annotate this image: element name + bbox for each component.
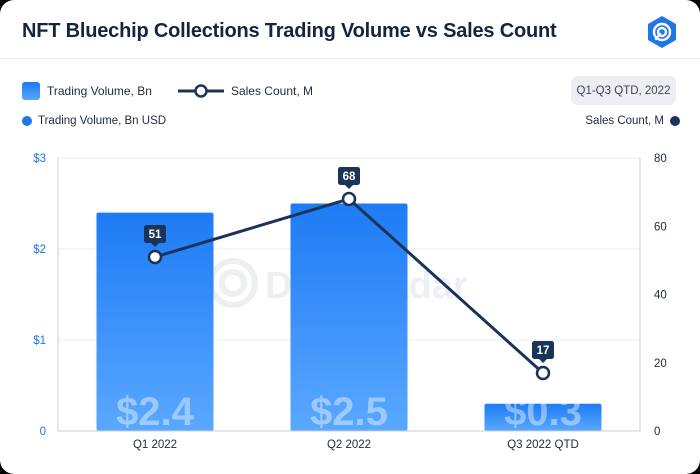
header-divider	[0, 58, 700, 59]
left-axis-dot	[22, 116, 32, 126]
line-point[interactable]	[535, 365, 551, 381]
line-value-badge-pointer	[539, 358, 547, 363]
right-axis-legend-label: Sales Count, M	[585, 115, 664, 127]
line-value-badge	[144, 224, 166, 243]
line-value-badge-pointer	[345, 184, 353, 189]
right-axis-legend: Sales Count, M	[585, 115, 680, 127]
left-axis-legend-label: Trading Volume, Bn USD	[38, 115, 167, 127]
line-value-badge-pointer	[151, 242, 159, 247]
right-axis-tick-label: 80	[654, 153, 667, 165]
left-axis-tick-label: $1	[33, 335, 46, 347]
right-axis-tick-label: 40	[654, 290, 667, 302]
right-axis-dot	[670, 116, 680, 126]
period-selector-button[interactable]: Q1-Q3 QTD, 2022	[571, 76, 676, 105]
bar[interactable]	[484, 403, 602, 431]
legend-line-label[interactable]: Sales Count, M	[230, 84, 313, 98]
bar-value-label: $2.5	[310, 390, 388, 434]
legend-bar-label[interactable]: Trading Volume, Bn	[47, 84, 152, 98]
left-axis-tick-label: 0	[40, 426, 46, 438]
line-point[interactable]	[341, 191, 357, 207]
legend-bar-swatch[interactable]	[22, 82, 40, 100]
line-value-label: 17	[537, 345, 550, 357]
bar-value-label: $2.4	[116, 390, 195, 434]
x-axis-tick-label: Q3 2022 QTD	[507, 439, 579, 451]
left-axis-legend: Trading Volume, Bn USD	[22, 115, 166, 127]
bar-value-label: $0.3	[504, 390, 582, 434]
line-value-badge	[338, 166, 360, 185]
left-axis-tick-label: $2	[33, 244, 46, 256]
right-axis-tick-label: 20	[654, 358, 667, 370]
bar[interactable]	[96, 212, 214, 431]
left-axis-tick-label: $3	[33, 153, 46, 165]
right-axis-tick-label: 60	[654, 221, 667, 233]
chart-title: NFT Bluechip Collections Trading Volume …	[22, 20, 557, 42]
chart-legend: Trading Volume, Bn Sales Count, M	[22, 82, 313, 100]
dappradar-logo-icon[interactable]	[644, 14, 680, 50]
line-value-label: 51	[149, 229, 162, 241]
x-axis-tick-label: Q1 2022	[133, 439, 177, 451]
line-value-label: 68	[343, 171, 356, 183]
right-axis-tick-label: 0	[654, 426, 660, 438]
legend-line-swatch[interactable]	[177, 82, 224, 100]
line-value-badge	[532, 340, 554, 359]
line-point[interactable]	[147, 249, 163, 265]
x-axis-tick-label: Q2 2022	[327, 439, 371, 451]
bar[interactable]	[290, 203, 408, 432]
